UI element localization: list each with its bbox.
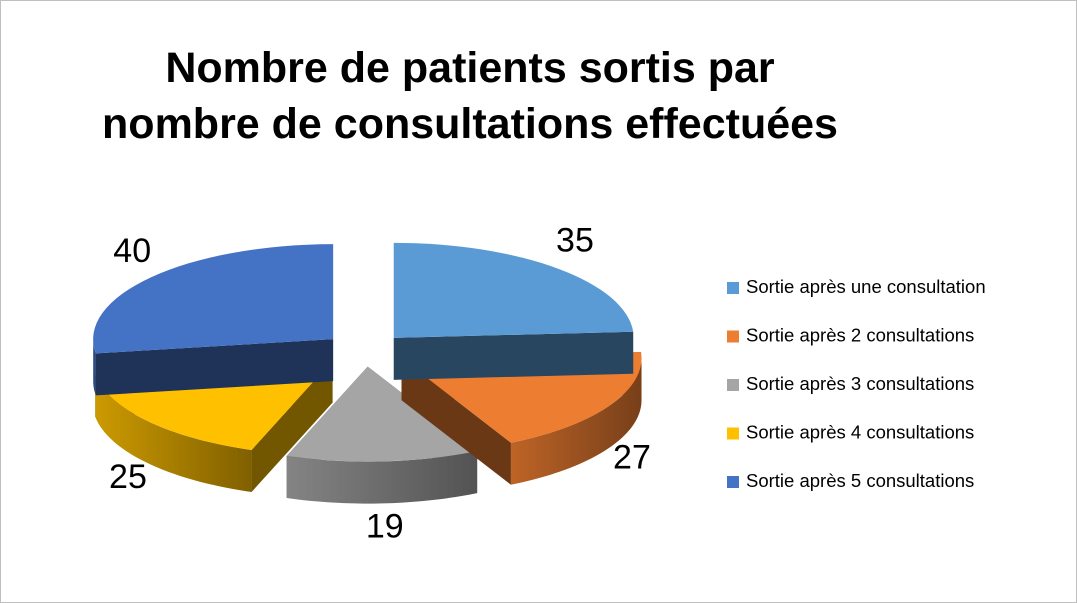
legend-swatch xyxy=(727,379,739,391)
slice xyxy=(93,244,334,396)
legend-label: Sortie après une consultation xyxy=(746,276,986,297)
legend-label: Sortie après 3 consultations xyxy=(746,373,974,394)
slice-wall xyxy=(510,358,642,485)
legend-label: Sortie après 4 consultations xyxy=(746,421,974,442)
data-label: 25 xyxy=(109,458,147,496)
slice-wall xyxy=(286,451,478,504)
data-label: 35 xyxy=(556,221,594,259)
slice-top xyxy=(393,242,634,338)
slice xyxy=(286,366,478,504)
data-label: 40 xyxy=(113,232,151,270)
slice-wall xyxy=(95,374,252,492)
slice-face xyxy=(401,358,511,485)
slice-face xyxy=(393,331,634,380)
legend-swatch xyxy=(727,476,739,488)
chart-title: Nombre de patients sortis par nombre de … xyxy=(102,44,838,148)
slice-face xyxy=(95,339,334,396)
legend-swatch xyxy=(727,427,739,440)
data-label: 19 xyxy=(366,507,404,545)
data-label: 27 xyxy=(613,438,651,476)
slice xyxy=(393,242,634,380)
slice-wall xyxy=(93,339,96,396)
legend-label: Sortie après 5 consultations xyxy=(746,470,974,491)
slice-top xyxy=(286,366,478,462)
legend-swatch xyxy=(727,330,739,343)
legend-swatch xyxy=(727,282,739,294)
legend-label: Sortie après 2 consultations xyxy=(746,324,974,345)
slice-top xyxy=(93,244,334,354)
